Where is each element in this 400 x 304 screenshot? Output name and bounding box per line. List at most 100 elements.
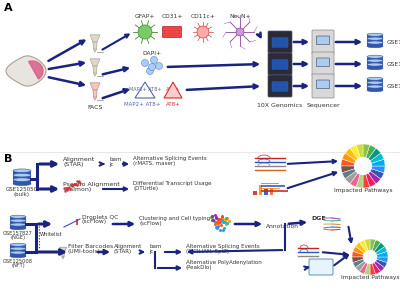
Wedge shape	[356, 166, 363, 173]
Point	[209, 213, 216, 218]
Ellipse shape	[367, 85, 383, 88]
Wedge shape	[364, 251, 370, 257]
Text: FACS: FACS	[87, 105, 103, 110]
Wedge shape	[363, 166, 370, 188]
Bar	[76, 219, 78, 225]
Polygon shape	[90, 35, 100, 42]
Bar	[10, 225, 26, 228]
Wedge shape	[363, 161, 372, 166]
Point	[209, 215, 216, 219]
Ellipse shape	[10, 255, 26, 258]
Wedge shape	[363, 148, 381, 166]
Point	[213, 220, 219, 225]
Wedge shape	[370, 257, 388, 263]
Text: (PeakDlo): (PeakDlo)	[186, 264, 212, 270]
Text: GFAP+: GFAP+	[135, 14, 155, 19]
Polygon shape	[94, 97, 96, 100]
Wedge shape	[363, 163, 372, 166]
FancyBboxPatch shape	[272, 82, 288, 91]
FancyBboxPatch shape	[162, 26, 182, 37]
Point	[62, 187, 69, 192]
Wedge shape	[370, 251, 388, 257]
Bar	[367, 83, 383, 86]
Text: A: A	[4, 3, 13, 13]
Point	[210, 218, 217, 223]
Bar	[367, 39, 383, 42]
Ellipse shape	[13, 169, 31, 172]
Point	[215, 224, 222, 229]
Wedge shape	[360, 166, 363, 175]
Text: bam: bam	[149, 244, 162, 249]
Point	[72, 181, 79, 186]
Bar	[253, 192, 257, 195]
Point	[217, 220, 223, 225]
Point	[224, 220, 230, 225]
Wedge shape	[363, 253, 370, 257]
Wedge shape	[363, 257, 370, 259]
Polygon shape	[90, 59, 100, 66]
Wedge shape	[341, 159, 363, 166]
Point	[221, 226, 227, 231]
Text: DAPI+: DAPI+	[142, 51, 162, 56]
Bar	[367, 64, 383, 68]
Circle shape	[146, 67, 154, 74]
Wedge shape	[370, 257, 387, 268]
Text: (DTUrtle): (DTUrtle)	[133, 186, 158, 191]
Polygon shape	[94, 73, 96, 76]
Text: Alternative Splicing Events: Alternative Splicing Events	[186, 244, 260, 249]
Text: (STAR): (STAR)	[114, 248, 132, 254]
Wedge shape	[368, 257, 370, 264]
FancyBboxPatch shape	[316, 58, 330, 67]
Wedge shape	[342, 166, 363, 179]
Wedge shape	[364, 257, 370, 275]
Wedge shape	[345, 148, 363, 166]
Text: Impacted Pathways: Impacted Pathways	[341, 275, 399, 280]
Bar	[367, 43, 383, 46]
Wedge shape	[370, 247, 387, 257]
Point	[210, 217, 216, 222]
Point	[76, 178, 82, 183]
Polygon shape	[164, 82, 182, 98]
Wedge shape	[370, 257, 377, 259]
Text: (STAR): (STAR)	[63, 162, 84, 167]
Wedge shape	[366, 250, 370, 257]
Wedge shape	[354, 166, 363, 171]
Ellipse shape	[367, 63, 383, 66]
Point	[214, 226, 220, 231]
Text: Differential Transcript Usage: Differential Transcript Usage	[133, 181, 212, 186]
Text: CD31+: CD31+	[161, 14, 183, 19]
Ellipse shape	[13, 178, 31, 181]
Wedge shape	[353, 257, 370, 268]
FancyBboxPatch shape	[316, 80, 330, 89]
Ellipse shape	[10, 219, 26, 222]
Wedge shape	[358, 157, 363, 166]
Bar	[261, 188, 285, 189]
Text: Annotation: Annotation	[266, 224, 299, 229]
Text: GSE125050: GSE125050	[6, 187, 38, 192]
Point	[218, 223, 224, 228]
Wedge shape	[370, 257, 377, 261]
Wedge shape	[370, 257, 376, 275]
Bar	[367, 57, 383, 60]
Text: (Salmon): (Salmon)	[63, 187, 91, 192]
Point	[216, 216, 223, 221]
Ellipse shape	[367, 45, 383, 48]
Wedge shape	[370, 251, 376, 257]
Wedge shape	[370, 257, 376, 263]
Point	[213, 219, 219, 224]
Wedge shape	[370, 250, 374, 257]
Point	[219, 215, 225, 219]
Point	[209, 217, 215, 222]
Point	[214, 216, 221, 221]
Point	[68, 182, 75, 187]
Text: Clustering and Cell typing: Clustering and Cell typing	[139, 216, 210, 221]
Point	[70, 183, 76, 188]
Text: AT8+: AT8+	[166, 87, 180, 92]
FancyBboxPatch shape	[268, 31, 292, 53]
Bar	[270, 188, 274, 195]
Wedge shape	[363, 166, 385, 173]
Ellipse shape	[10, 243, 26, 246]
Wedge shape	[370, 257, 374, 264]
Wedge shape	[364, 239, 370, 257]
Circle shape	[138, 25, 152, 39]
